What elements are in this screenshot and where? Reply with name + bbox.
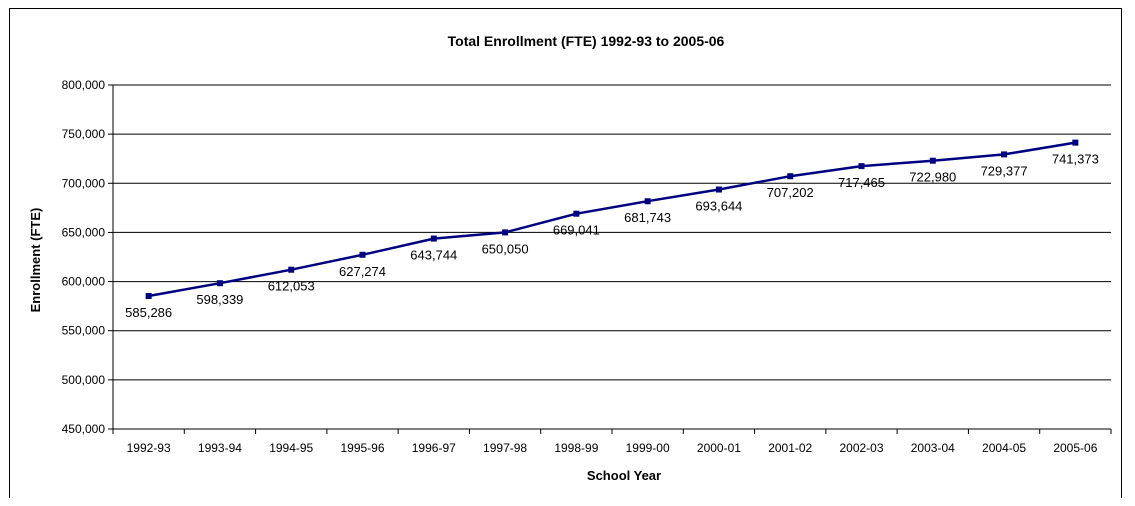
x-tick-label: 2004-05	[982, 441, 1026, 455]
data-label: 741,373	[1052, 152, 1099, 167]
y-axis-ticks: 450,000 500,000 550,000 600,000 650,000 700,0…	[62, 78, 113, 436]
chart-frame	[9, 8, 1122, 498]
data-point	[359, 251, 366, 258]
data-point	[858, 163, 865, 170]
data-label: 585,286	[125, 305, 172, 320]
data-label: 650,050	[482, 241, 529, 256]
y-tick-label: 700,000	[62, 176, 106, 190]
x-tick-label: 1997-98	[483, 441, 527, 455]
series-line	[148, 141, 1076, 298]
x-axis-label: School Year	[587, 468, 661, 483]
data-point	[715, 186, 722, 193]
data-label: 717,465	[838, 175, 885, 190]
x-tick-label: 1992-93	[127, 441, 171, 455]
y-tick-label: 750,000	[62, 127, 106, 141]
data-point	[644, 198, 651, 205]
data-labels: 585,286 598,339 612,053 627,274 643,744 650,0…	[125, 152, 1099, 320]
y-tick-label: 450,000	[62, 422, 106, 436]
data-label: 729,377	[981, 163, 1028, 178]
y-tick-label: 500,000	[62, 373, 106, 387]
y-tick-label: 550,000	[62, 324, 106, 338]
x-tick-label: 2003-04	[911, 441, 955, 455]
data-point	[787, 173, 794, 180]
data-label: 643,744	[410, 248, 457, 263]
data-label: 707,202	[767, 185, 814, 200]
data-point	[1001, 151, 1008, 158]
data-point	[929, 157, 936, 164]
x-tick-label: 1994-95	[269, 441, 313, 455]
x-tick-label: 1998-99	[554, 441, 598, 455]
x-tick-label: 2001-02	[768, 441, 812, 455]
axes	[112, 85, 1111, 430]
gridlines	[113, 84, 1111, 381]
data-point	[502, 229, 509, 236]
x-tick-label: 1995-96	[340, 441, 384, 455]
y-tick-label: 600,000	[62, 275, 106, 289]
chart-title: Total Enrollment (FTE) 1992-93 to 2005-0…	[448, 33, 725, 49]
x-tick-label: 1996-97	[412, 441, 456, 455]
data-label: 627,274	[339, 264, 386, 279]
data-label: 681,743	[624, 210, 671, 225]
x-tick-label: 2000-01	[697, 441, 741, 455]
x-axis-ticks: 1992-93 1993-94 1994-95 1995-96 1996-97 1997-…	[112, 429, 1112, 455]
data-point	[288, 266, 295, 273]
x-tick-label: 1993-94	[198, 441, 242, 455]
data-point	[216, 280, 223, 287]
data-point	[145, 293, 152, 300]
data-label: 598,339	[196, 292, 243, 307]
data-label: 722,980	[909, 170, 956, 185]
y-tick-label: 650,000	[62, 225, 106, 239]
x-tick-label: 1999-00	[626, 441, 670, 455]
data-label: 693,644	[695, 199, 742, 214]
series-enrollment	[145, 139, 1079, 300]
data-label: 612,053	[268, 279, 315, 294]
x-tick-label: 2002-03	[839, 441, 883, 455]
y-axis-label: Enrollment (FTE)	[28, 208, 43, 313]
data-label: 669,041	[553, 223, 600, 238]
x-tick-label: 2005-06	[1053, 441, 1097, 455]
data-point	[1072, 139, 1079, 146]
y-tick-label: 800,000	[62, 78, 106, 92]
data-point	[430, 235, 437, 242]
data-point	[573, 210, 580, 217]
